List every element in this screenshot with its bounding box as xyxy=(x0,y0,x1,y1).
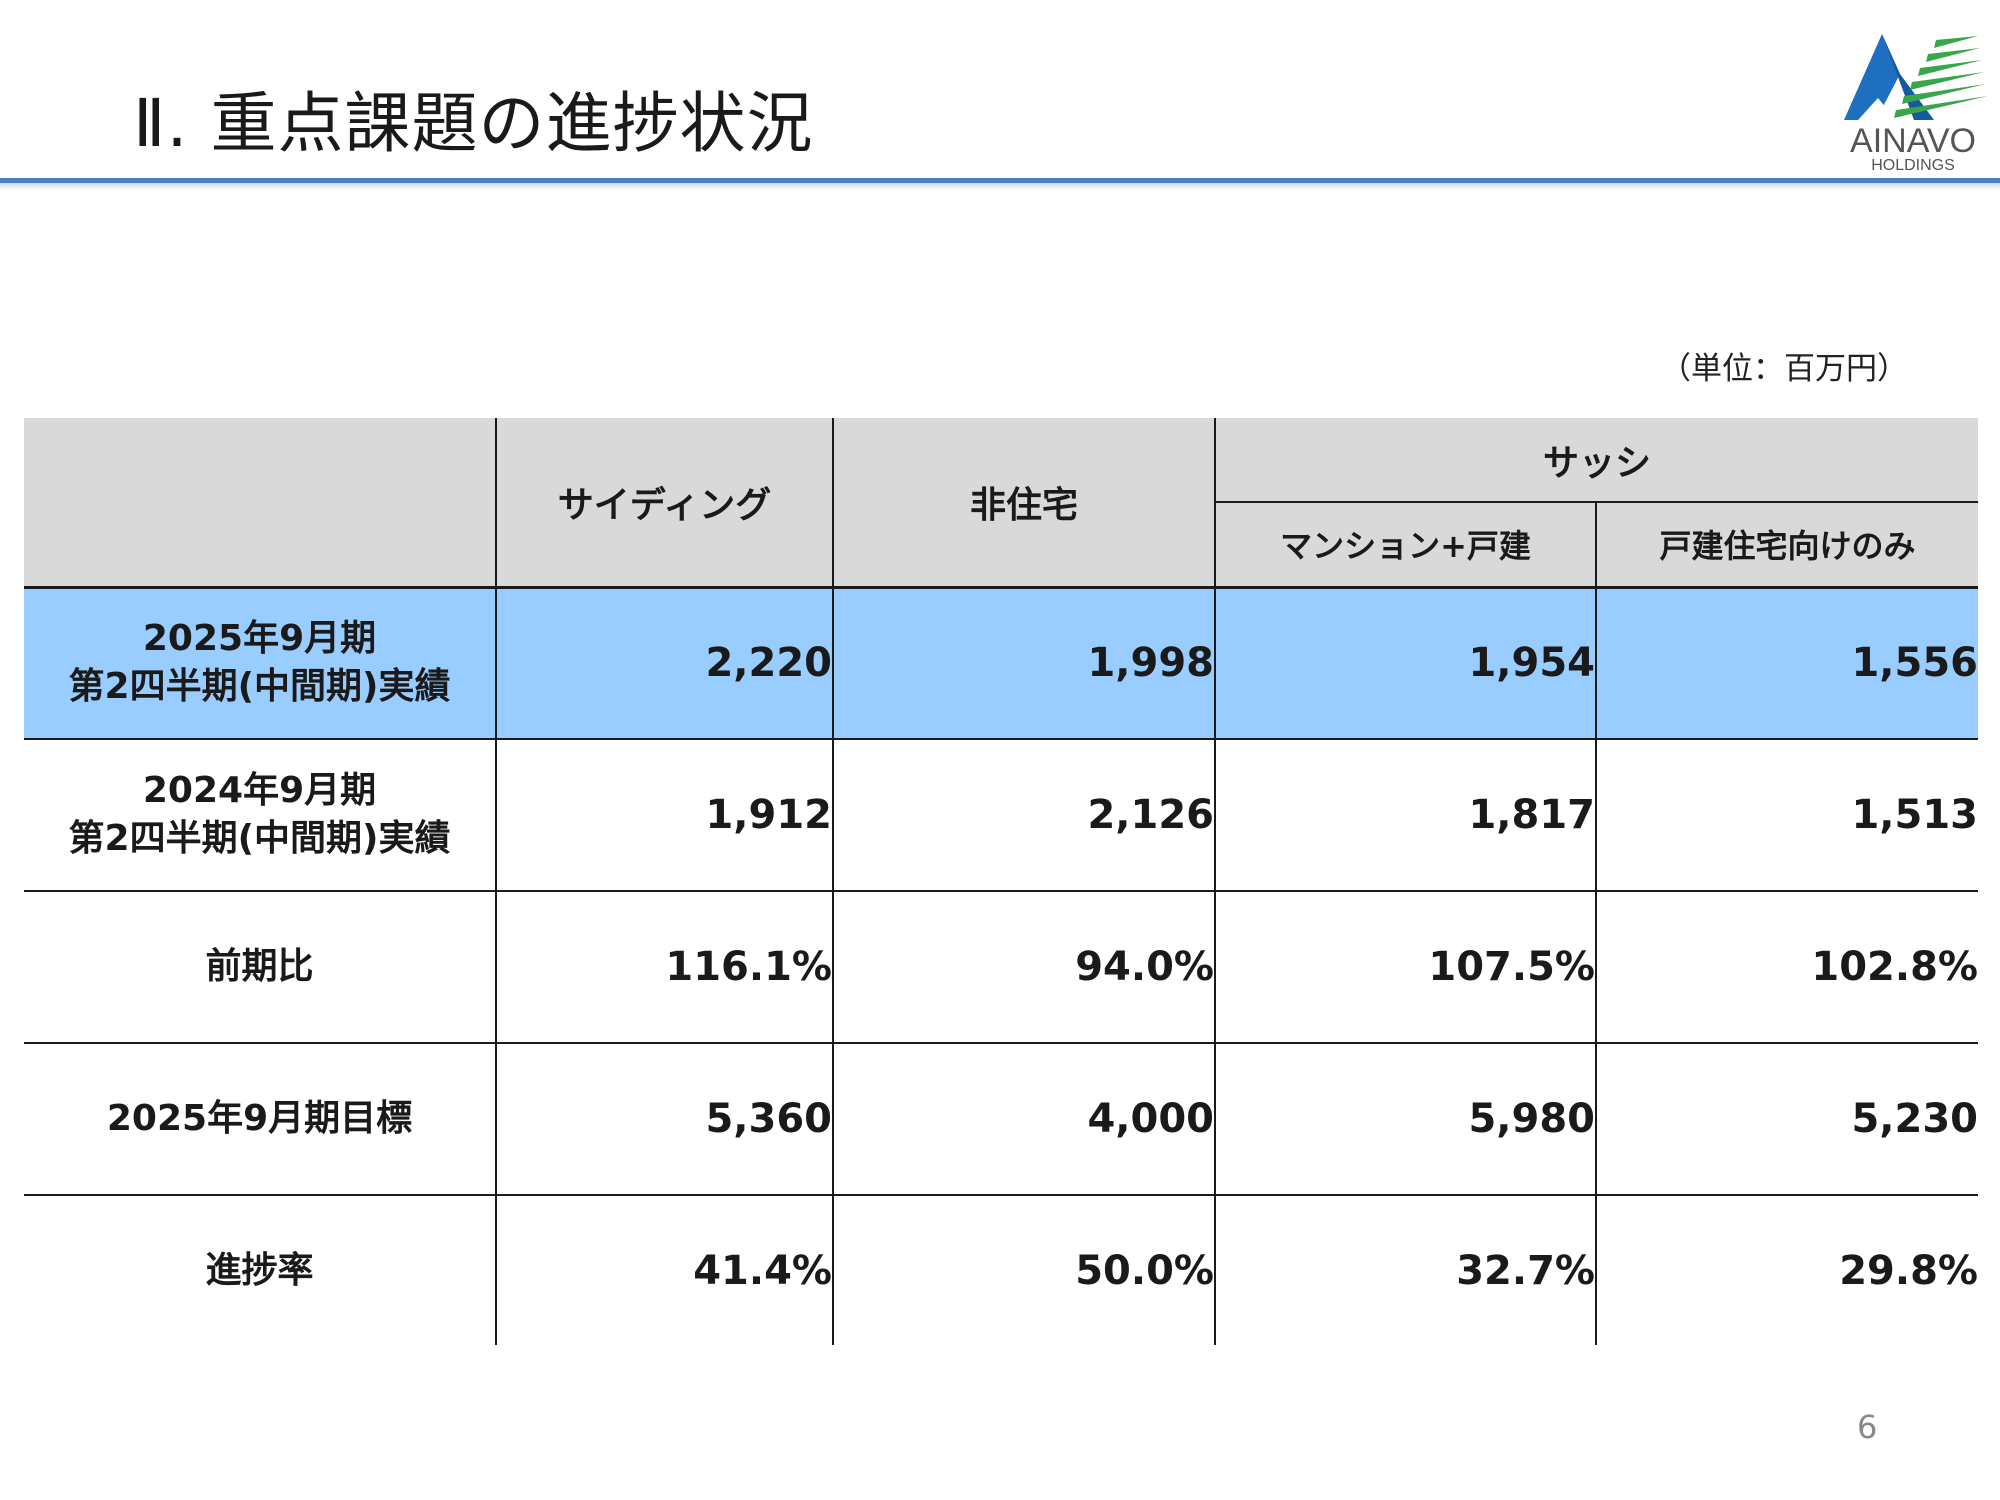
row-label: 2024年9月期 第2四半期(中間期)実績 xyxy=(24,739,496,892)
cell-value: 5,980 xyxy=(1214,1043,1596,1196)
cell-value: 1,998 xyxy=(832,585,1215,740)
row-label-line2: 第2四半期(中間期)実績 xyxy=(68,818,451,859)
table-row-current-actual: 2025年9月期 第2四半期(中間期)実績 2,220 1,998 1,954 … xyxy=(24,585,1978,740)
cell-value: 29.8% xyxy=(1595,1195,1978,1345)
cell-value: 2,220 xyxy=(495,585,833,740)
cell-value: 5,230 xyxy=(1595,1043,1978,1196)
cell-value: 50.0% xyxy=(832,1195,1215,1345)
header-siding: サイディング xyxy=(495,418,833,587)
cell-value: 41.4% xyxy=(495,1195,833,1345)
row-label-line1: 2025年9月期 xyxy=(142,618,377,660)
slide-title: Ⅱ. 重点課題の進捗状況 xyxy=(133,85,814,162)
ainavo-logo-icon: AINAVO HOLDINGS xyxy=(1844,34,1988,174)
header-non-residential: 非住宅 xyxy=(832,418,1215,587)
table-row-yoy: 前期比 116.1% 94.0% 107.5% 102.8% xyxy=(24,891,1978,1044)
header-rule-shadow xyxy=(0,183,2000,190)
table-row-progress-rate: 進捗率 41.4% 50.0% 32.7% 29.8% xyxy=(24,1195,1978,1345)
cell-value: 1,817 xyxy=(1214,739,1596,892)
cell-value: 102.8% xyxy=(1595,891,1978,1044)
header-sash-detached: 戸建住宅向けのみ xyxy=(1595,502,1978,587)
row-label: 2025年9月期 第2四半期(中間期)実績 xyxy=(24,585,496,740)
cell-value: 2,126 xyxy=(832,739,1215,892)
header-sash: サッシ xyxy=(1214,418,1978,503)
cell-value: 32.7% xyxy=(1214,1195,1596,1345)
cell-value: 1,556 xyxy=(1595,585,1978,740)
table-row-prior-actual: 2024年9月期 第2四半期(中間期)実績 1,912 2,126 1,817 … xyxy=(24,739,1978,892)
header-rule xyxy=(0,178,2000,183)
cell-value: 116.1% xyxy=(495,891,833,1044)
table-row-target: 2025年9月期目標 5,360 4,000 5,980 5,230 xyxy=(24,1043,1978,1196)
cell-value: 4,000 xyxy=(832,1043,1215,1196)
logo-wordmark: AINAVO xyxy=(1850,122,1976,160)
header-sash-mansion: マンション+戸建 xyxy=(1214,502,1596,587)
row-label-line2: 第2四半期(中間期)実績 xyxy=(68,666,451,708)
header-corner-cell xyxy=(24,418,496,587)
cell-value: 5,360 xyxy=(495,1043,833,1196)
cell-value: 1,954 xyxy=(1214,585,1596,740)
cell-value: 107.5% xyxy=(1214,891,1596,1044)
row-label-line1: 2024年9月期 xyxy=(142,770,377,811)
progress-table: サイディング 非住宅 サッシ マンション+戸建 戸建住宅向けのみ 2025年9月… xyxy=(24,418,1978,1345)
cell-value: 94.0% xyxy=(832,891,1215,1044)
logo-subtitle: HOLDINGS xyxy=(1871,157,1955,174)
row-label: 前期比 xyxy=(24,891,496,1044)
cell-value: 1,513 xyxy=(1595,739,1978,892)
cell-value: 1,912 xyxy=(495,739,833,892)
unit-label: （単位：百万円） xyxy=(1660,351,1908,387)
page-number: 6 xyxy=(1857,1408,1878,1446)
row-label: 進捗率 xyxy=(205,1249,314,1291)
row-label: 2025年9月期目標 xyxy=(24,1043,496,1196)
